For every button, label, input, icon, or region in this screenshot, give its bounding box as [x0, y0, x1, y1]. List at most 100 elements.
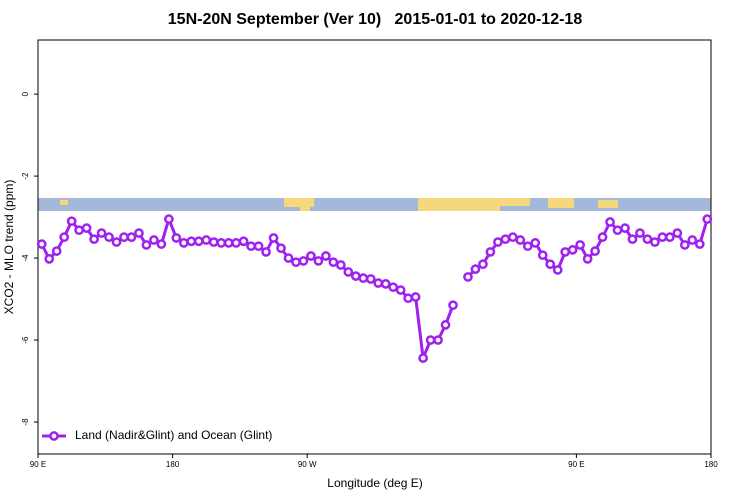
series-line	[40, 214, 709, 364]
data-point	[507, 232, 518, 243]
data-point	[291, 257, 301, 268]
data-point	[365, 274, 376, 284]
data-point	[582, 254, 593, 264]
data-point	[657, 232, 668, 243]
data-point	[388, 282, 399, 293]
data-point	[672, 228, 683, 238]
data-point	[208, 237, 219, 247]
data-point	[223, 238, 234, 248]
data-point	[81, 223, 92, 233]
y-tick-label: 0	[21, 91, 30, 96]
x-tick-label: 180	[704, 460, 718, 469]
data-point	[500, 234, 511, 245]
data-point	[620, 223, 630, 233]
data-point	[134, 228, 144, 238]
data-point	[433, 335, 443, 345]
data-point	[171, 233, 182, 243]
data-point	[612, 225, 623, 236]
y-tick-label: -2	[21, 172, 30, 180]
data-point	[403, 293, 413, 304]
data-point	[313, 256, 324, 266]
data-point	[283, 253, 294, 263]
data-point	[552, 265, 563, 275]
data-point	[650, 237, 660, 247]
data-point	[59, 232, 70, 243]
data-point	[66, 216, 77, 227]
data-point	[343, 267, 354, 277]
data-point	[89, 234, 99, 245]
data-point	[665, 232, 675, 243]
data-point	[425, 335, 436, 345]
data-point	[590, 246, 600, 256]
data-point	[373, 278, 384, 288]
data-point	[126, 232, 137, 243]
data-point	[231, 238, 242, 248]
data-point	[605, 217, 615, 227]
data-point	[537, 250, 548, 261]
data-point	[485, 247, 496, 257]
y-axis-label: XCO2 - MLO trend (ppm)	[2, 180, 16, 315]
data-point	[470, 264, 481, 274]
data-point	[395, 285, 406, 295]
data-point	[328, 257, 339, 268]
data-point	[216, 238, 227, 248]
data-point	[298, 256, 309, 266]
x-tick-label: 90 W	[298, 460, 317, 469]
data-point	[627, 234, 638, 245]
y-tick-label: -6	[21, 336, 30, 344]
data-point	[493, 237, 503, 247]
data-point	[186, 236, 197, 247]
data-point	[261, 247, 271, 257]
data-point	[515, 235, 526, 245]
data-point	[560, 247, 571, 257]
legend-label: Land (Nadir&Glint) and Ocean (Glint)	[75, 428, 272, 442]
data-point	[74, 225, 84, 236]
data-point	[246, 241, 256, 252]
data-point	[268, 233, 279, 243]
x-tick-label: 180	[166, 460, 180, 469]
data-point	[178, 238, 189, 248]
data-point	[463, 272, 473, 282]
data-point	[694, 239, 705, 249]
x-tick-label: 90 E	[568, 460, 584, 469]
data-point	[321, 251, 331, 261]
data-point	[702, 214, 713, 224]
data-point	[156, 239, 167, 249]
data-point	[575, 240, 585, 250]
data-point	[679, 240, 690, 250]
data-point	[36, 239, 47, 249]
data-point	[478, 259, 488, 270]
data-point	[201, 235, 212, 245]
x-tick-label: 90 E	[30, 460, 46, 469]
data-point	[336, 260, 346, 270]
data-point	[44, 254, 55, 264]
data-point	[306, 251, 316, 261]
data-point	[96, 228, 107, 238]
data-point	[51, 246, 62, 256]
legend-marker	[49, 431, 59, 441]
map-strip	[38, 198, 711, 211]
data-point	[380, 279, 391, 289]
data-point	[141, 240, 152, 250]
data-point	[567, 245, 578, 255]
data-point	[119, 232, 129, 243]
data-point	[687, 235, 698, 245]
data-point	[253, 241, 264, 252]
data-point	[530, 238, 541, 248]
data-point	[276, 243, 286, 254]
data-point	[440, 320, 451, 330]
data-point	[642, 234, 653, 245]
data-point	[238, 236, 249, 247]
y-tick-label: -8	[21, 418, 30, 426]
x-axis-label: Longitude (deg E)	[327, 476, 422, 490]
data-point	[104, 232, 114, 243]
data-point	[448, 300, 458, 311]
data-point	[635, 228, 645, 238]
data-point	[418, 353, 428, 363]
data-point	[522, 241, 533, 252]
data-point	[545, 259, 556, 270]
data-point	[164, 214, 174, 224]
data-point	[350, 271, 361, 281]
data-point	[193, 236, 204, 247]
